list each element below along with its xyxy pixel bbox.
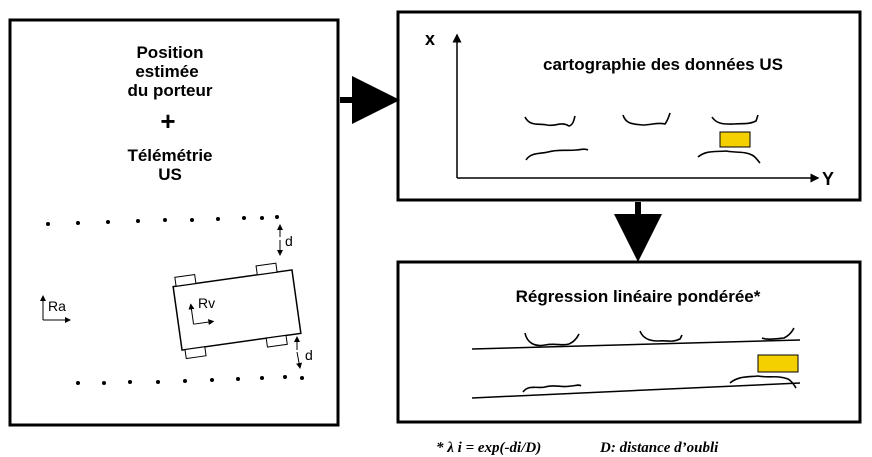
dots-top: [46, 215, 279, 226]
label: Ra: [48, 298, 66, 314]
label: Rv: [198, 295, 215, 311]
regression-box: [396, 260, 862, 424]
dots-bottom: [76, 375, 304, 385]
us-data: [522, 327, 797, 393]
axis-label: x: [425, 29, 435, 49]
label: Position: [136, 43, 203, 62]
obstacle: [719, 131, 751, 148]
axis-label: Y: [822, 169, 834, 189]
footnote: D: distance d’oubli: [599, 440, 719, 456]
left-box: [8, 18, 340, 427]
footnote: * λ i = exp(-di/D): [436, 440, 541, 456]
vehicle: [172, 262, 302, 360]
obstacle: [757, 354, 799, 373]
title: Régression linéaire pondérée*: [516, 287, 761, 306]
label: d: [285, 233, 293, 249]
label: d: [305, 347, 313, 363]
label: US: [158, 165, 182, 184]
title: cartographie des données US: [543, 55, 783, 74]
label: estimée: [135, 62, 198, 81]
map-box: [396, 10, 862, 202]
label: +: [160, 106, 175, 136]
us-data: [524, 112, 761, 164]
label: Télémétrie: [127, 146, 212, 165]
label: du porteur: [128, 81, 213, 100]
